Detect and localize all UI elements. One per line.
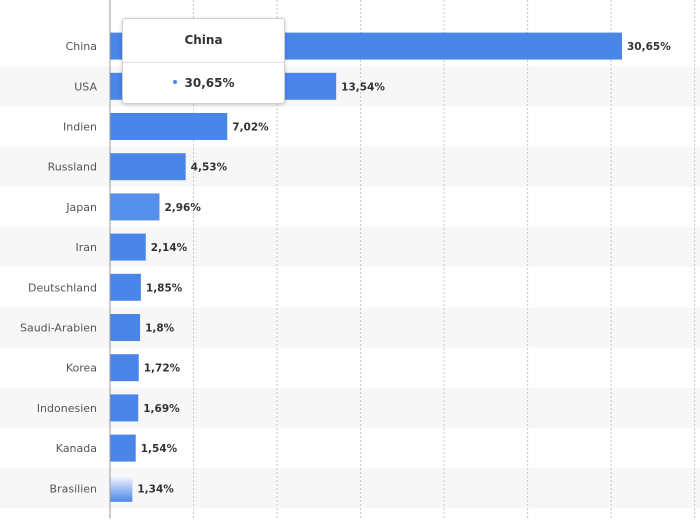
category-label: Brasilien (50, 482, 97, 495)
category-labels: China USA Indien Russland Japan Iran Deutschla… (20, 40, 98, 495)
value-label: 1,8% (145, 323, 175, 335)
series-dot-icon (172, 79, 177, 84)
bar[interactable] (110, 153, 186, 181)
category-label: Indien (63, 121, 97, 134)
row-band (0, 307, 700, 348)
category-label: Iran (76, 241, 98, 254)
category-label: Deutschland (28, 281, 97, 294)
value-label: 13,54% (341, 81, 385, 93)
value-label: 1,85% (146, 282, 183, 294)
category-label: Korea (66, 362, 97, 375)
value-label: 2,96% (164, 202, 201, 214)
bar[interactable] (110, 233, 146, 261)
value-label: 4,53% (191, 162, 228, 174)
grid-lines (193, 0, 696, 519)
bar[interactable] (110, 354, 139, 382)
tooltip: China 30,65% (122, 18, 285, 104)
category-label: Russland (48, 161, 97, 174)
bar[interactable] (110, 113, 228, 140)
row-band (0, 468, 700, 509)
value-label: 7,02% (232, 122, 269, 134)
tooltip-title: China (123, 19, 284, 63)
value-label: 1,54% (141, 443, 178, 455)
row-band (0, 146, 700, 187)
bar[interactable] (110, 474, 133, 502)
value-label: 1,34% (137, 483, 174, 495)
value-label: 1,72% (144, 363, 181, 375)
category-label: Japan (65, 201, 97, 214)
bar[interactable] (110, 394, 139, 422)
category-label: Kanada (56, 442, 97, 455)
value-label: 30,65% (627, 41, 671, 53)
value-label: 1,69% (143, 403, 180, 415)
category-label: China (66, 40, 97, 53)
category-label: Indonesien (37, 402, 97, 415)
bar[interactable] (110, 273, 141, 301)
row-bands (0, 66, 700, 509)
category-label: USA (74, 80, 97, 93)
bar[interactable] (110, 193, 160, 221)
row-band (0, 387, 700, 428)
value-label: 2,14% (151, 242, 188, 254)
tooltip-value: 30,65% (184, 76, 235, 90)
bar[interactable] (110, 434, 136, 462)
category-label: Saudi-Arabien (20, 322, 97, 335)
value-labels: 30,65% 13,54% 7,02% 4,53% 2,96% 2,14% 1,85% 1,8… (137, 41, 671, 495)
tooltip-value-row: 30,65% (123, 63, 284, 103)
bar[interactable] (110, 314, 141, 341)
row-band (0, 227, 700, 268)
